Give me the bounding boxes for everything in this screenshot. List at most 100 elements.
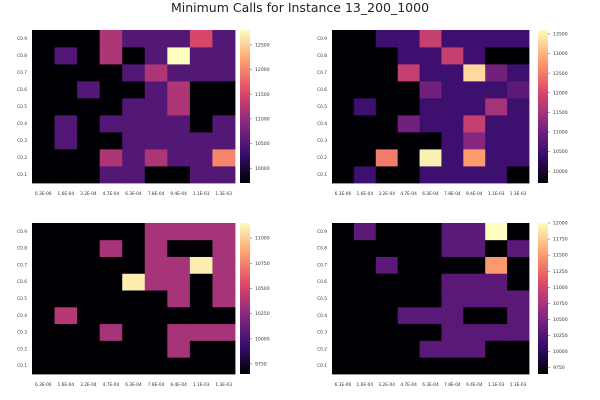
heatmap-cell (332, 132, 355, 150)
heatmap-cell (99, 273, 123, 291)
x-tick-label: 6.3E-04 (422, 191, 439, 197)
heatmap-cell (99, 30, 123, 48)
heatmap-cell (332, 115, 355, 133)
heatmap-cell (212, 30, 236, 48)
heatmap-cell (99, 340, 123, 358)
colorbar-gradient (240, 223, 250, 374)
colorbar-tick-label: 11750 (553, 237, 568, 243)
heatmap-cell (507, 273, 530, 291)
heatmap-cell (463, 290, 486, 308)
x-tick-label: 1.3E-03 (510, 191, 527, 197)
heatmap-cell (441, 323, 464, 341)
colorbar-tick-label: 10500 (255, 286, 270, 292)
heatmap-cell (332, 239, 355, 257)
heatmap-cell (32, 166, 55, 184)
heatmap-cell (375, 273, 399, 291)
colorbar-tick-label: 10000 (255, 336, 270, 342)
y-tick-label: C0.4 (317, 121, 327, 127)
heatmap-cell (353, 323, 377, 341)
heatmap-cell (167, 306, 191, 325)
heatmap-cell (167, 357, 191, 375)
colorbar-tick-label: 10500 (553, 149, 568, 155)
heatmap-cell (375, 47, 399, 65)
heatmap-cell (54, 323, 78, 341)
heatmap-cell (144, 357, 168, 375)
heatmap-cell (463, 47, 486, 65)
figure-title: Minimum Calls for Instance 13_200_1000 (170, 0, 430, 15)
heatmap-cell (485, 306, 508, 325)
colorbar-tick-label: 11500 (553, 253, 568, 259)
heatmap-cell (441, 306, 464, 325)
y-tick-label: C0.2 (317, 346, 327, 352)
heatmap-cell (189, 64, 213, 82)
x-tick-label: 6.3E-06 (35, 191, 52, 197)
heatmap-cell (122, 223, 146, 241)
heatmap-cell (485, 256, 508, 274)
x-tick-label: 7.8E-04 (148, 191, 165, 197)
colorbar-tick-label: 12500 (553, 71, 568, 77)
x-tick-label: 1.1E-03 (488, 191, 505, 197)
heatmap-cell (485, 98, 508, 116)
y-tick-label: C0.6 (17, 279, 27, 285)
heatmap-cell (485, 273, 508, 291)
heatmap-cell (485, 30, 508, 48)
heatmap-cell (332, 166, 355, 184)
heatmap-cell (167, 290, 191, 308)
heatmap-cell (189, 132, 213, 150)
heatmap-cell (212, 149, 236, 167)
heatmap-cell (54, 357, 78, 375)
heatmap-cell (332, 64, 355, 82)
heatmap-cell (332, 149, 355, 167)
heatmap-cell (99, 223, 123, 241)
heatmap-cell (144, 290, 168, 308)
heatmap-cell (77, 323, 101, 341)
colorbar-tick-label: 9750 (553, 365, 565, 371)
x-tick-label: 1.3E-03 (510, 382, 527, 388)
heatmap-cell (485, 357, 508, 375)
heatmap-cell (332, 81, 355, 99)
heatmap-cell (54, 166, 78, 184)
heatmap-cell (144, 239, 168, 257)
y-tick-label: C0.7 (17, 70, 27, 76)
heatmap-cell (485, 290, 508, 308)
heatmap-cell (507, 149, 530, 167)
heatmap-cell (144, 98, 168, 116)
heatmap-cell (485, 64, 508, 82)
x-tick-label: 3.2E-04 (378, 382, 395, 388)
heatmap-cell (77, 98, 101, 116)
heatmap-cell (419, 81, 442, 99)
heatmap-cell (77, 340, 101, 358)
heatmap-cell (485, 47, 508, 65)
heatmap-panel-4: 6.3E-06 1.6E-04 3.2E-04 4.7E-04 6.3E-04 7.8E-… (317, 221, 568, 388)
heatmap-cell (441, 98, 464, 116)
heatmap-cell (189, 149, 213, 167)
heatmap-cell (54, 47, 78, 65)
y-tick-label: C0.8 (17, 53, 27, 59)
heatmap-cell (122, 357, 146, 375)
heatmap-cell (54, 306, 78, 325)
colorbar-tick-label: 10250 (255, 311, 270, 317)
x-tick-label: 7.8E-04 (444, 191, 461, 197)
heatmap-cell (122, 115, 146, 133)
heatmap-cell (353, 149, 377, 167)
heatmap-cell (144, 47, 168, 65)
x-tick-label: 1.1E-03 (193, 191, 210, 197)
heatmap-cell (441, 132, 464, 150)
heatmap-cell (144, 223, 168, 241)
heatmap-cell (167, 166, 191, 184)
y-tick-label: C0.1 (317, 363, 327, 369)
heatmap-cell (32, 273, 55, 291)
heatmap-cell (397, 223, 420, 241)
x-tick-label: 1.3E-03 (215, 382, 232, 388)
x-tick-label: 7.8E-04 (148, 382, 165, 388)
heatmap-cell (54, 149, 78, 167)
x-tick-label: 6.3E-04 (125, 191, 142, 197)
heatmap-cell (441, 256, 464, 274)
heatmap-cell (212, 357, 236, 375)
colorbar-tick-label: 13500 (553, 32, 568, 38)
heatmap-cell (507, 323, 530, 341)
heatmap-cell (54, 256, 78, 274)
y-tick-label: C0.3 (17, 138, 27, 144)
heatmap-cell (441, 166, 464, 184)
colorbar-gradient (538, 223, 548, 374)
